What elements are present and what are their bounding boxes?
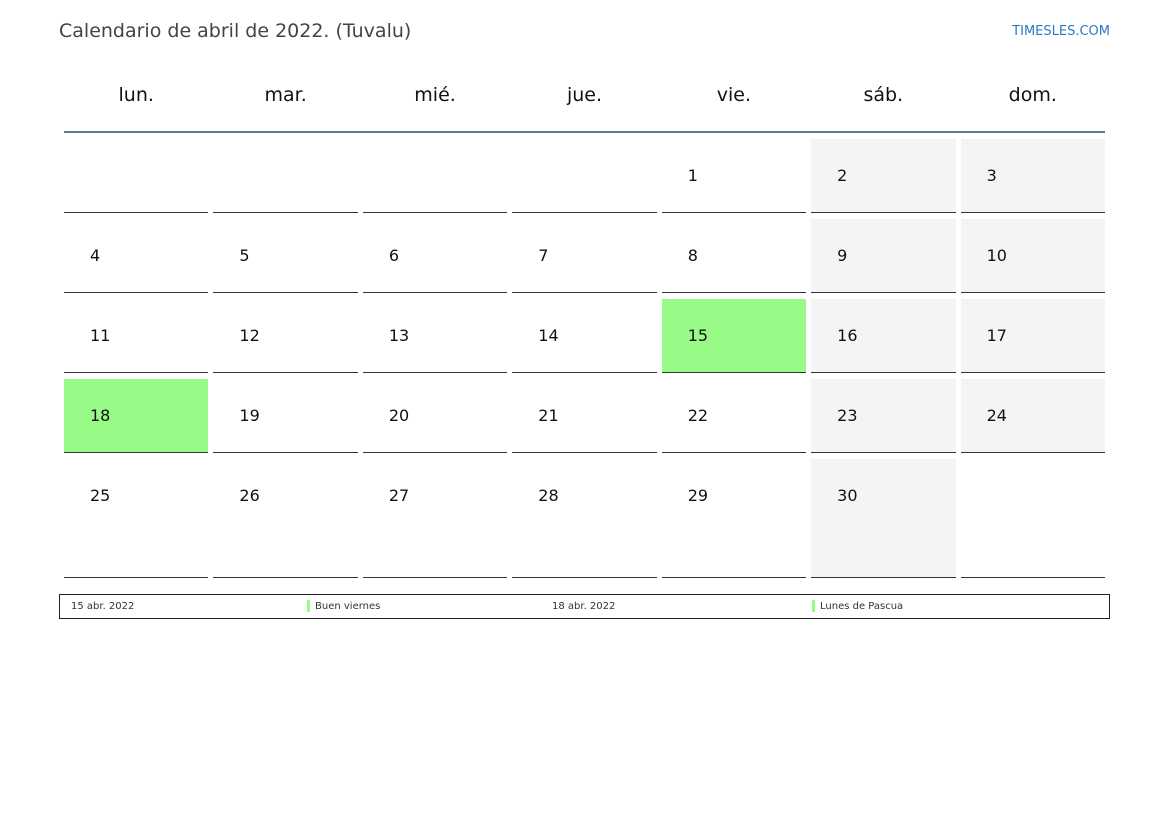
day-number: 20 [388, 406, 410, 425]
day-number: 13 [388, 326, 410, 345]
day-number: 6 [388, 246, 400, 265]
weekday-label: jue. [566, 84, 603, 106]
day-cell[interactable]: 17 [960, 299, 1105, 373]
day-cell[interactable]: 16 [811, 299, 956, 373]
day-number: 24 [986, 406, 1007, 425]
day-number: 2 [837, 166, 848, 185]
day-number: 30 [837, 486, 858, 505]
day-number: 27 [388, 486, 410, 505]
day-cell[interactable]: 26 [213, 459, 358, 578]
day-cell[interactable]: 2 [811, 139, 956, 213]
day-number: 17 [986, 326, 1007, 345]
day-cell[interactable]: 24 [960, 379, 1105, 453]
weekday-label: vie. [716, 84, 752, 106]
brand-link[interactable]: TIMESLES.COM [1012, 24, 1110, 39]
day-cell[interactable]: 13 [362, 299, 508, 373]
day-number: 28 [538, 486, 559, 505]
weekday-header: lun. mar. mié. jue. vie. sáb. dom. [64, 84, 1105, 106]
day-number: 8 [687, 246, 698, 265]
weekday-label: dom. [1008, 84, 1057, 106]
day-cell[interactable]: 4 [64, 219, 209, 293]
calendar-grid: 1 2 3 4 5 6 7 8 9 10 11 12 13 14 15 16 17 18 19 20 21 22 23 24 2… [64, 139, 1105, 578]
day-cell[interactable]: 9 [811, 219, 956, 293]
day-number: 9 [837, 246, 848, 265]
day-cell[interactable]: 15 [661, 299, 807, 373]
day-number: 3 [986, 166, 997, 185]
day-cell[interactable]: 8 [661, 219, 807, 293]
empty-cell [512, 139, 657, 213]
day-cell[interactable]: 7 [512, 219, 657, 293]
legend-date: 18 abr. 2022 [552, 601, 616, 612]
day-number: 7 [538, 246, 549, 265]
day-number: 10 [986, 246, 1007, 265]
day-number: 4 [90, 246, 101, 265]
day-cell[interactable]: 18 [64, 379, 209, 453]
day-cell[interactable]: 22 [661, 379, 807, 453]
page-title: Calendario de abril de 2022. (Tuvalu) [59, 20, 412, 42]
holiday-color-marker [812, 600, 815, 612]
weekday-label: mié. [414, 84, 456, 106]
day-cell[interactable]: 25 [64, 459, 209, 578]
day-number: 15 [687, 326, 709, 345]
day-number: 16 [837, 326, 858, 345]
empty-cell [64, 139, 209, 213]
weekday-label: sáb. [863, 84, 904, 106]
day-cell[interactable]: 23 [811, 379, 956, 453]
weekday-label: mar. [264, 84, 307, 106]
empty-cell [213, 139, 358, 213]
day-number: 22 [687, 406, 709, 425]
day-number: 11 [90, 326, 111, 345]
day-cell[interactable]: 12 [213, 299, 358, 373]
holiday-color-marker [307, 600, 310, 612]
legend-holiday-name: Buen viernes [315, 601, 381, 612]
day-number: 26 [239, 486, 260, 505]
day-number: 21 [538, 406, 559, 425]
day-number: 29 [687, 486, 709, 505]
day-cell[interactable]: 11 [64, 299, 209, 373]
day-cell[interactable]: 28 [512, 459, 657, 578]
day-cell[interactable]: 10 [960, 219, 1105, 293]
day-cell[interactable]: 1 [661, 139, 807, 213]
header-divider [64, 131, 1105, 133]
legend-holiday-name: Lunes de Pascua [820, 601, 904, 612]
empty-cell [960, 459, 1105, 578]
day-number: 14 [538, 326, 559, 345]
empty-cell [362, 139, 508, 213]
day-cell[interactable]: 20 [362, 379, 508, 453]
day-cell[interactable]: 30 [811, 459, 956, 578]
day-number: 5 [239, 246, 250, 265]
day-number: 19 [239, 406, 260, 425]
legend-date: 15 abr. 2022 [71, 601, 135, 612]
day-number: 25 [90, 486, 111, 505]
day-number: 23 [837, 406, 858, 425]
day-cell[interactable]: 19 [213, 379, 358, 453]
day-cell[interactable]: 29 [661, 459, 807, 578]
day-cell[interactable]: 27 [362, 459, 508, 578]
weekday-label: lun. [118, 84, 154, 106]
day-cell[interactable]: 14 [512, 299, 657, 373]
day-number: 1 [687, 166, 698, 185]
day-cell[interactable]: 21 [512, 379, 657, 453]
holiday-legend: 15 abr. 2022 Buen viernes 18 abr. 2022 L… [59, 594, 1110, 619]
day-number: 18 [90, 406, 111, 425]
day-cell[interactable]: 6 [362, 219, 508, 293]
day-cell[interactable]: 5 [213, 219, 358, 293]
day-cell[interactable]: 3 [960, 139, 1105, 213]
day-number: 12 [239, 326, 260, 345]
